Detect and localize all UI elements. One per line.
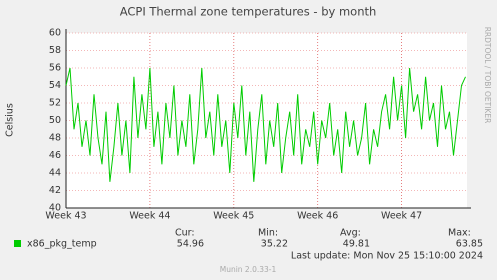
y-tick-label: 42 [49,185,61,196]
last-update: Last update: Mon Nov 25 15:10:00 2024 [291,251,483,262]
y-tick-label: 40 [49,203,61,214]
stat-value: 49.81 [343,239,370,250]
y-tick-label: 54 [49,80,61,91]
y-tick-label: 56 [49,63,61,74]
x-tick-label: Week 47 [381,211,422,222]
y-axis-title: Celsius [5,103,16,137]
x-tick-label: Week 46 [297,211,338,222]
y-tick-label: 44 [49,168,61,179]
stat-header: Max: [448,228,471,239]
y-tick-label: 48 [49,133,61,144]
legend-swatch [14,240,21,247]
chart-title: ACPI Thermal zone temperatures - by mont… [120,5,377,19]
legend-label: x86_pkg_temp [27,239,97,250]
y-tick-label: 52 [49,98,61,109]
y-tick-label: 60 [49,28,61,39]
stat-header: Min: [258,228,278,239]
footer: Munin 2.0.33-1 [220,265,277,274]
stat-value: 63.85 [456,239,483,250]
data-line [65,67,466,182]
stat-value: 54.96 [177,239,204,250]
y-tick-label: 50 [49,115,61,126]
y-tick-label: 46 [49,150,61,161]
watermark: RRDTOOL / TOBI OETIKER [483,27,492,124]
x-tick-label: Week 45 [213,211,254,222]
stat-header: Avg: [340,228,361,239]
x-tick-label: Week 44 [129,211,170,222]
stat-header: Cur: [175,228,195,239]
y-tick-label: 58 [49,45,61,56]
stat-value: 35.22 [261,239,288,250]
x-tick-label: Week 43 [45,211,86,222]
